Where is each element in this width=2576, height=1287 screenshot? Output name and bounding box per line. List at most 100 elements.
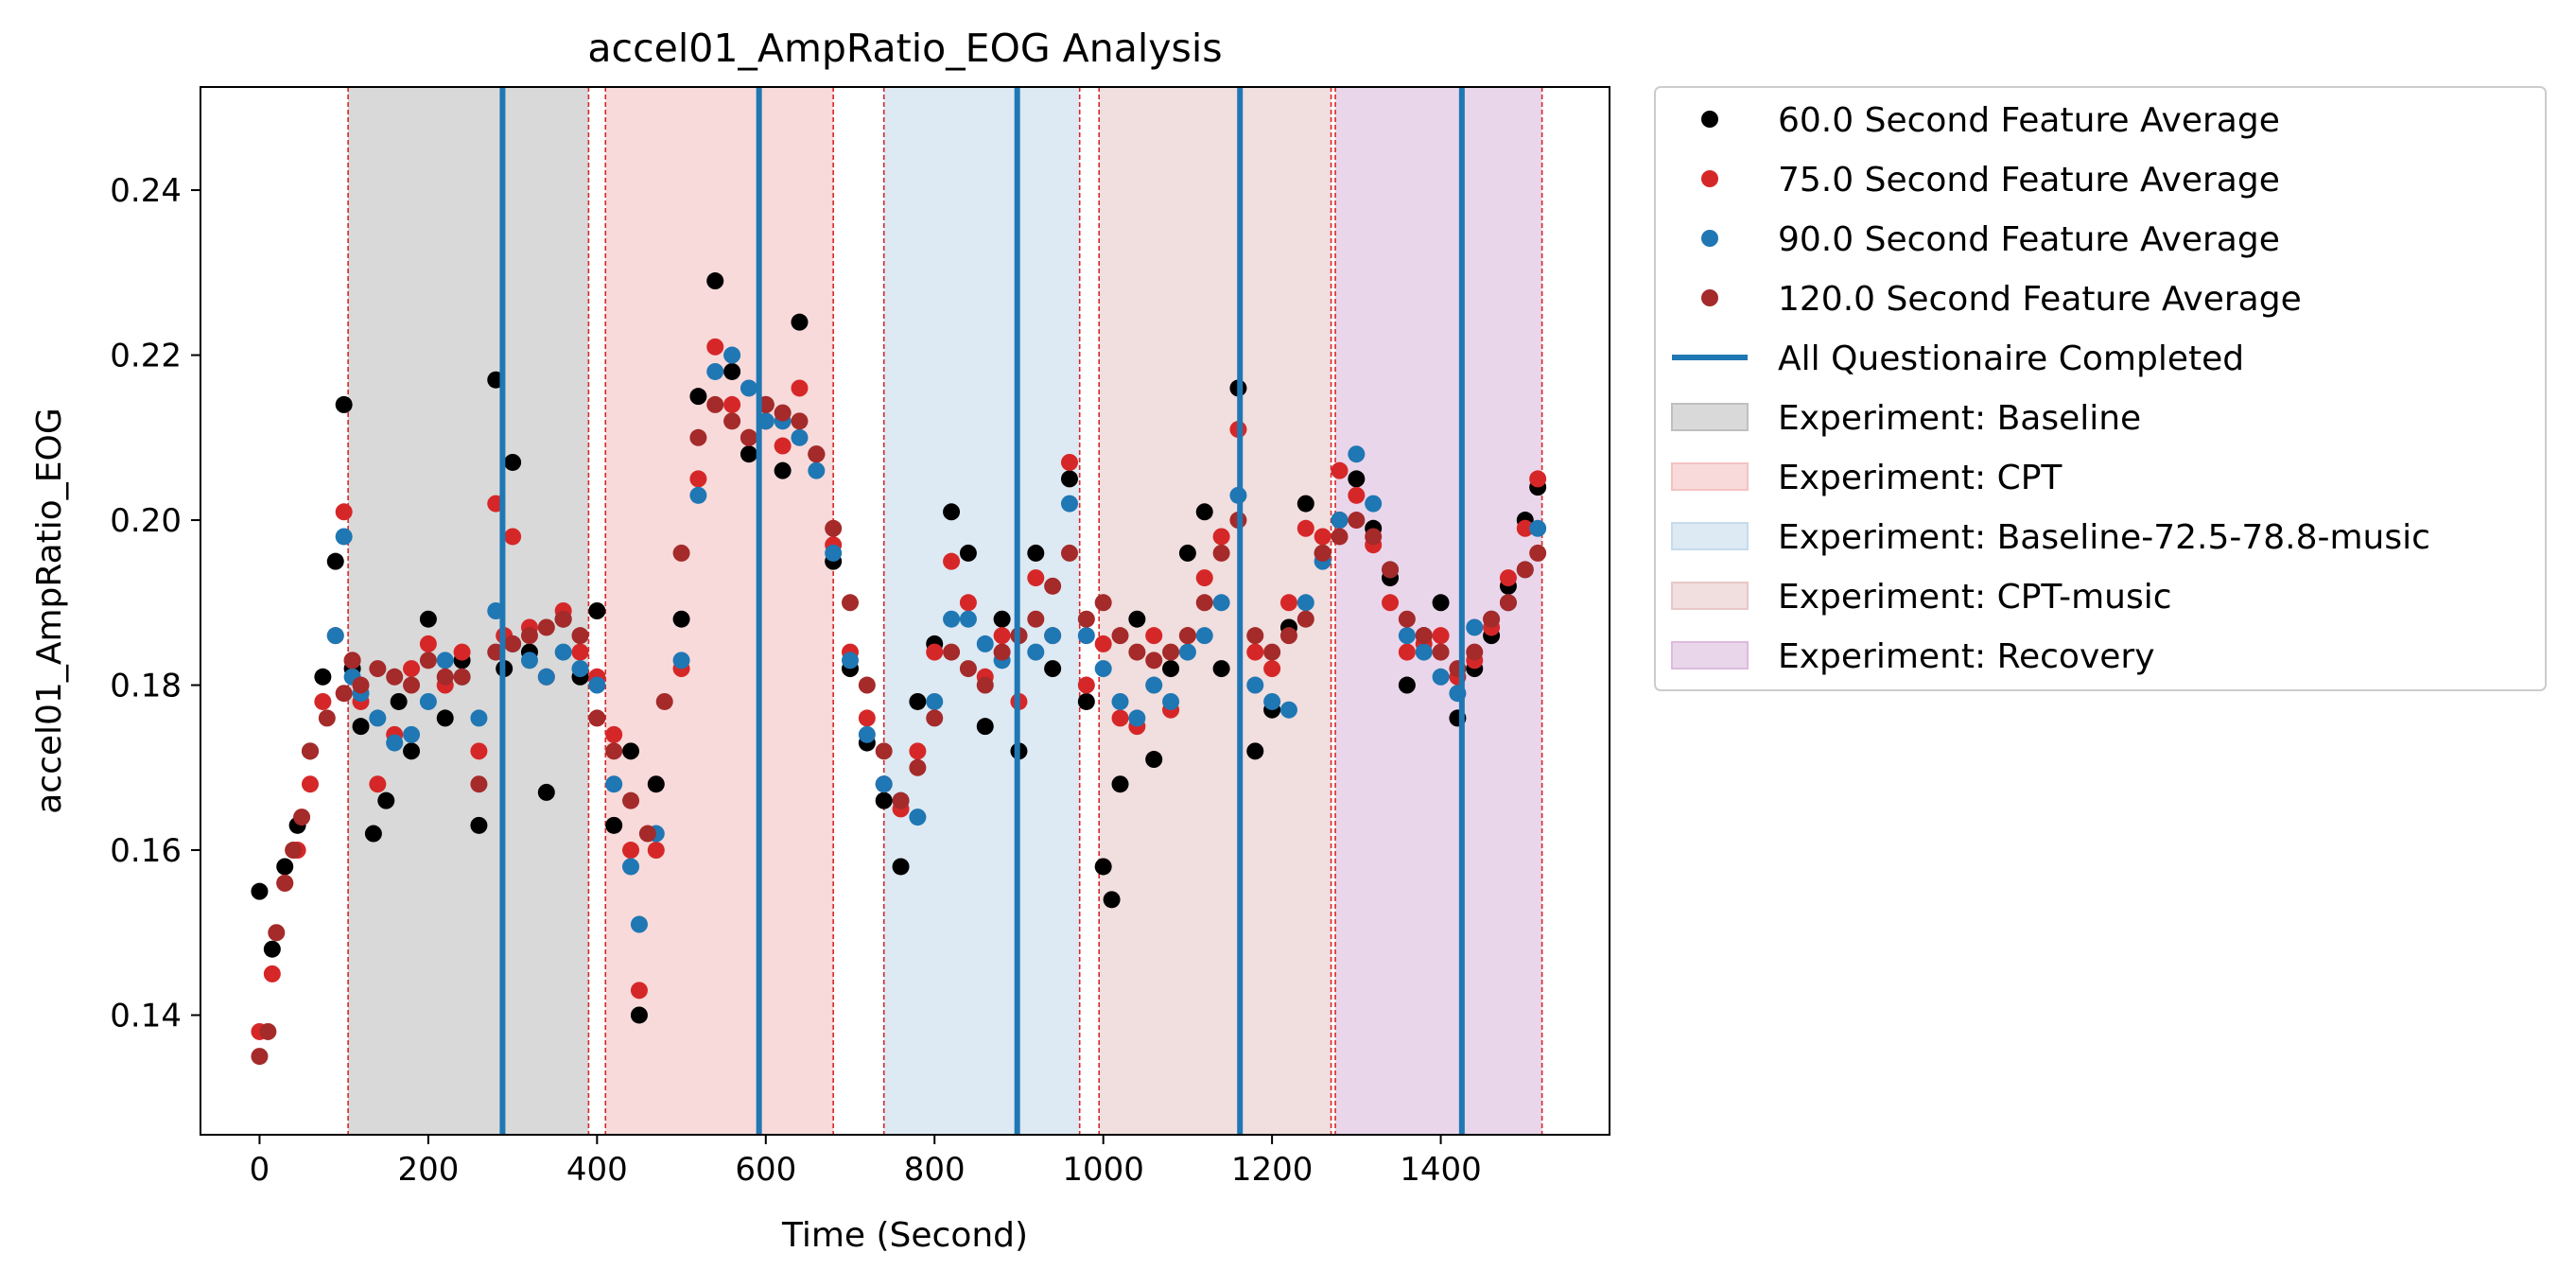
point-s3-37 bbox=[808, 445, 826, 463]
experiment-span-1 bbox=[605, 87, 834, 1135]
point-s3-27 bbox=[638, 825, 656, 843]
point-s0-29 bbox=[647, 775, 665, 793]
point-s2-67 bbox=[1432, 668, 1450, 686]
point-s3-5 bbox=[293, 809, 311, 826]
point-s3-63 bbox=[1246, 627, 1264, 645]
point-s1-46 bbox=[959, 594, 977, 612]
point-s3-9 bbox=[343, 652, 361, 670]
point-s0-1 bbox=[263, 940, 281, 958]
point-s2-30 bbox=[808, 461, 826, 479]
point-s2-47 bbox=[1094, 660, 1112, 678]
point-s3-0 bbox=[251, 1048, 269, 1066]
point-s3-31 bbox=[706, 395, 724, 413]
legend-marker-2 bbox=[1701, 230, 1718, 247]
point-s1-27 bbox=[630, 982, 648, 1000]
point-s3-10 bbox=[352, 676, 370, 694]
point-s1-80 bbox=[1529, 470, 1547, 488]
point-s0-12 bbox=[390, 692, 408, 710]
point-s0-47 bbox=[959, 544, 977, 562]
point-s2-69 bbox=[1466, 618, 1484, 636]
point-s2-29 bbox=[791, 428, 809, 446]
point-s0-54 bbox=[1077, 692, 1095, 710]
point-s2-48 bbox=[1111, 692, 1129, 710]
point-s0-76 bbox=[1432, 594, 1450, 612]
point-s3-6 bbox=[301, 742, 319, 760]
point-s0-46 bbox=[943, 503, 961, 521]
point-s0-20 bbox=[504, 453, 522, 471]
legend-marker-6 bbox=[1671, 462, 1749, 491]
point-s0-27 bbox=[622, 742, 640, 760]
point-s1-40 bbox=[858, 709, 876, 727]
point-s3-28 bbox=[655, 692, 673, 710]
point-s1-45 bbox=[943, 552, 961, 570]
point-s2-50 bbox=[1145, 676, 1163, 694]
point-s3-20 bbox=[520, 627, 538, 645]
legend-label-3: 120.0 Second Feature Average bbox=[1778, 280, 2302, 319]
legend-frame bbox=[1654, 86, 2547, 691]
point-s3-59 bbox=[1178, 627, 1196, 645]
point-s2-61 bbox=[1331, 512, 1349, 530]
point-s1-4 bbox=[301, 775, 319, 793]
point-s3-69 bbox=[1348, 512, 1366, 530]
point-s3-53 bbox=[1077, 610, 1095, 628]
point-s3-61 bbox=[1212, 544, 1230, 562]
point-s2-26 bbox=[740, 379, 757, 397]
point-s1-63 bbox=[1246, 643, 1264, 661]
point-s3-50 bbox=[1027, 610, 1045, 628]
point-s3-3 bbox=[276, 874, 294, 892]
point-s2-18 bbox=[605, 775, 623, 793]
point-s0-68 bbox=[1297, 495, 1314, 513]
point-s0-52 bbox=[1044, 660, 1062, 678]
point-s3-38 bbox=[825, 519, 843, 537]
point-s2-44 bbox=[1044, 627, 1062, 645]
point-s2-20 bbox=[630, 915, 648, 933]
y-tick-label-4: 0.22 bbox=[110, 338, 182, 375]
point-s0-14 bbox=[419, 610, 437, 628]
point-s2-73 bbox=[1529, 519, 1547, 537]
point-s1-54 bbox=[1094, 635, 1112, 652]
point-s1-61 bbox=[1212, 528, 1230, 546]
point-s3-30 bbox=[689, 428, 707, 446]
point-s2-46 bbox=[1077, 627, 1095, 645]
point-s0-37 bbox=[791, 313, 809, 331]
point-s3-42 bbox=[892, 791, 910, 809]
point-s3-45 bbox=[943, 643, 961, 661]
point-s2-23 bbox=[689, 486, 707, 504]
point-s1-53 bbox=[1077, 676, 1095, 694]
point-s1-10 bbox=[369, 775, 387, 793]
point-s2-43 bbox=[1027, 643, 1045, 661]
legend-label-7: Experiment: Baseline-72.5-78.8-music bbox=[1778, 518, 2430, 557]
legend-marker-5 bbox=[1671, 403, 1749, 431]
point-s3-74 bbox=[1432, 643, 1450, 661]
legend-marker-7 bbox=[1671, 522, 1749, 550]
y-axis-label: accel01_AmpRatio_EOG bbox=[30, 408, 69, 814]
point-s0-58 bbox=[1128, 610, 1146, 628]
x-tick-label-0: 0 bbox=[250, 1151, 270, 1189]
point-s3-67 bbox=[1314, 544, 1332, 562]
legend-label-5: Experiment: Baseline bbox=[1778, 399, 2141, 438]
point-s1-23 bbox=[571, 643, 589, 661]
legend-marker-0 bbox=[1701, 111, 1718, 128]
point-s3-17 bbox=[470, 775, 488, 793]
point-s0-65 bbox=[1246, 742, 1264, 760]
point-s1-12 bbox=[403, 660, 421, 678]
point-s0-28 bbox=[630, 1006, 648, 1024]
point-s3-54 bbox=[1094, 594, 1112, 612]
x-tick-label-2: 400 bbox=[566, 1151, 628, 1189]
point-s0-43 bbox=[892, 858, 910, 876]
point-s2-7 bbox=[419, 692, 437, 710]
point-s1-60 bbox=[1195, 569, 1213, 587]
x-tick-label-7: 1400 bbox=[1400, 1151, 1482, 1189]
point-s3-15 bbox=[436, 668, 454, 686]
y-tick-label-5: 0.24 bbox=[110, 172, 182, 210]
point-s3-72 bbox=[1398, 610, 1416, 628]
point-s0-74 bbox=[1398, 676, 1416, 694]
point-s0-59 bbox=[1145, 751, 1163, 769]
x-tick-label-6: 1200 bbox=[1231, 1151, 1314, 1189]
point-s3-64 bbox=[1263, 643, 1281, 661]
point-s1-48 bbox=[993, 627, 1011, 645]
point-s3-65 bbox=[1279, 627, 1297, 645]
point-s1-78 bbox=[1499, 569, 1517, 587]
point-s0-6 bbox=[326, 552, 344, 570]
point-s2-13 bbox=[520, 652, 538, 670]
